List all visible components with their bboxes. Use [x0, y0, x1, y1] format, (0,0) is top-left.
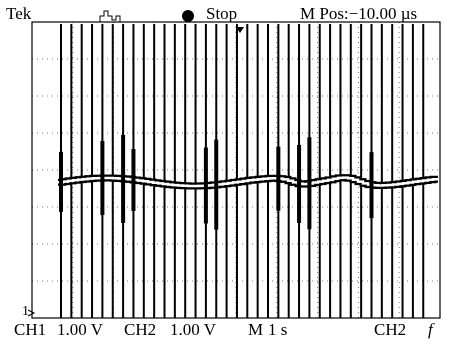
time-scale: 1 s: [268, 320, 287, 339]
trigger-source: CH2: [374, 320, 406, 339]
run-status: Stop: [206, 4, 237, 23]
time-label: M: [248, 320, 263, 339]
ch2-scale: 1.00 V: [170, 320, 217, 339]
ch1-ground-marker: 1: [22, 304, 29, 319]
ch1-label: CH1: [14, 320, 46, 339]
background: [0, 0, 458, 344]
ch2-label: CH2: [124, 320, 156, 339]
horizontal-position: M Pos:−10.00 µs: [300, 4, 417, 23]
ch1-scale: 1.00 V: [57, 320, 104, 339]
stop-indicator: [182, 10, 194, 22]
oscilloscope-screen: Tek Stop M Pos:−10.00 µs 1 CH1 1.00 V CH…: [0, 0, 458, 344]
brand: Tek: [6, 4, 32, 23]
